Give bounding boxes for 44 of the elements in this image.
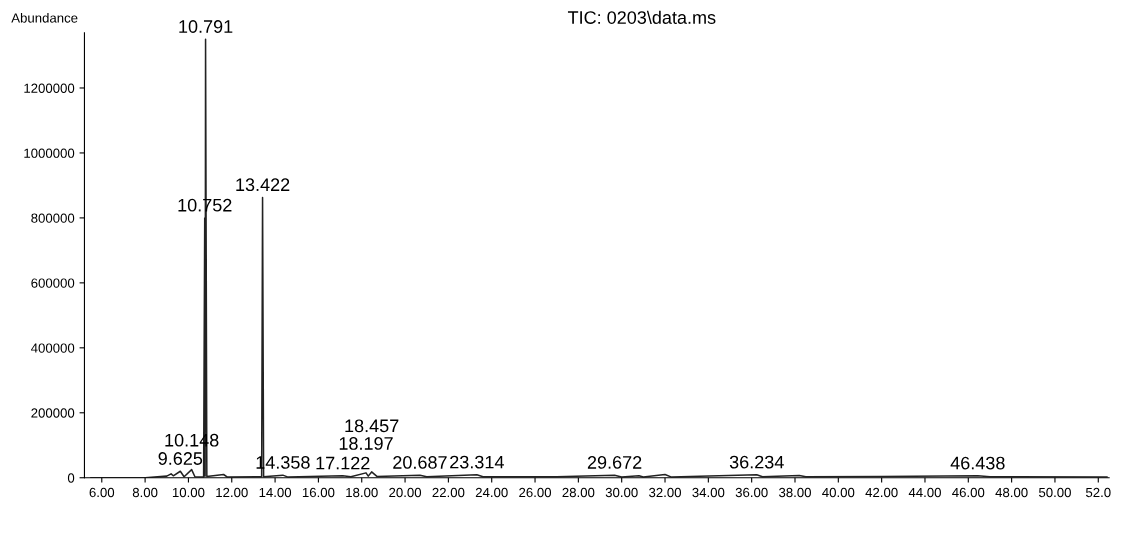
- x-tick-label: 34.00: [692, 487, 725, 498]
- x-tick-label: 12.00: [216, 487, 248, 498]
- annotation: 46.438: [950, 456, 1005, 470]
- y-tick-label: 400000: [31, 343, 75, 353]
- x-tick-label: 38.00: [778, 487, 811, 498]
- x-tick-label: 6.00: [89, 487, 115, 498]
- x-tick-label: 52.0: [1085, 487, 1111, 498]
- annotation: 9.625: [158, 452, 203, 465]
- x-tick-label: 26.00: [519, 487, 552, 498]
- x-tick-label: 24.00: [475, 487, 508, 498]
- annotation: 23.314: [450, 455, 504, 469]
- x-tick-label: 28.00: [562, 487, 595, 498]
- x-tick-label: 44.00: [908, 487, 941, 498]
- x-tick-label: 16.00: [302, 487, 335, 498]
- x-tick-label: 48.00: [995, 487, 1028, 498]
- x-tick-label: 46.00: [952, 487, 985, 498]
- annotation: 36.234: [729, 455, 784, 469]
- annotation: 29.672: [587, 456, 642, 469]
- chart-title: TIC: 0203\data.ms: [567, 10, 716, 24]
- x-tick-label: 22.00: [432, 487, 465, 498]
- x-tick-label: 20.00: [389, 487, 422, 498]
- y-tick-label: 800000: [31, 213, 75, 223]
- annotation: 10.791: [179, 20, 233, 33]
- y-axis-title: Abundance: [11, 12, 78, 23]
- y-tick-label: 0: [67, 473, 75, 483]
- y-tick-label: 1200000: [24, 83, 75, 93]
- x-tick-label: 50.00: [1038, 487, 1071, 498]
- x-tick-label: 42.00: [865, 487, 898, 498]
- x-tick-label: 18.00: [346, 487, 378, 498]
- y-tick-label: 1000000: [24, 148, 75, 158]
- x-tick-label: 30.00: [605, 487, 638, 498]
- y-tick-label: 200000: [31, 408, 75, 418]
- x-tick-label: 40.00: [822, 487, 855, 498]
- x-tick-label: 8.00: [132, 487, 158, 498]
- x-tick-label: 32.00: [649, 487, 682, 498]
- x-tick-label: 36.00: [735, 487, 768, 498]
- x-tick-label: 14.00: [259, 487, 292, 498]
- x-tick-label: 10.00: [172, 487, 205, 498]
- y-tick-label: 600000: [31, 278, 75, 288]
- annotation: 18.457: [345, 419, 399, 433]
- annotation: 20.687: [393, 456, 447, 469]
- annotation: 13.422: [236, 178, 290, 192]
- annotation: 18.197: [339, 437, 393, 450]
- annotation: 17.122: [316, 456, 370, 470]
